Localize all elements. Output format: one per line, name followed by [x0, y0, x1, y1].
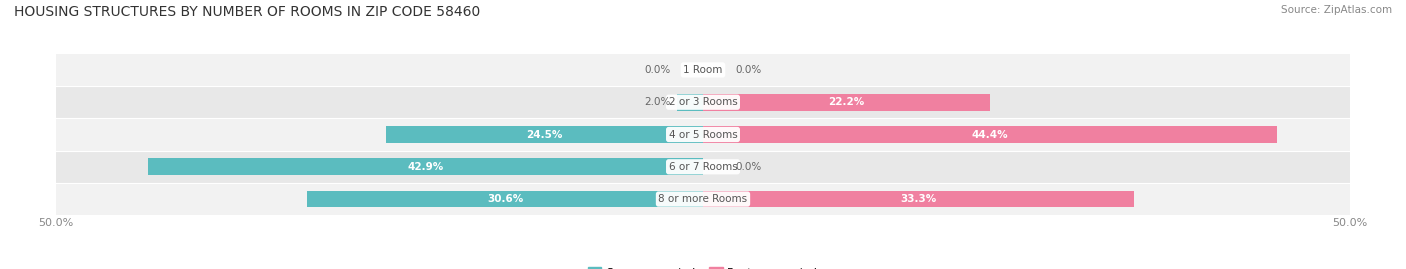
Bar — [56, 86, 1350, 118]
Bar — [307, 191, 703, 207]
Bar — [678, 94, 703, 111]
Text: 24.5%: 24.5% — [526, 129, 562, 140]
Bar — [148, 158, 703, 175]
Bar — [703, 191, 1133, 207]
Text: 22.2%: 22.2% — [828, 97, 865, 107]
Bar — [56, 151, 1350, 183]
Text: 30.6%: 30.6% — [486, 194, 523, 204]
Text: 0.0%: 0.0% — [735, 162, 762, 172]
Bar — [56, 54, 1350, 86]
Text: 2 or 3 Rooms: 2 or 3 Rooms — [669, 97, 737, 107]
Text: 8 or more Rooms: 8 or more Rooms — [658, 194, 748, 204]
Bar — [703, 126, 1277, 143]
Bar — [56, 118, 1350, 151]
Text: 2.0%: 2.0% — [644, 97, 671, 107]
Text: 33.3%: 33.3% — [900, 194, 936, 204]
Text: 6 or 7 Rooms: 6 or 7 Rooms — [669, 162, 737, 172]
Legend: Owner-occupied, Renter-occupied: Owner-occupied, Renter-occupied — [583, 263, 823, 269]
Text: 1 Room: 1 Room — [683, 65, 723, 75]
Text: 0.0%: 0.0% — [644, 65, 671, 75]
Bar — [703, 94, 990, 111]
Text: 42.9%: 42.9% — [408, 162, 444, 172]
Text: 0.0%: 0.0% — [735, 65, 762, 75]
Bar — [56, 183, 1350, 215]
Text: 4 or 5 Rooms: 4 or 5 Rooms — [669, 129, 737, 140]
Bar — [387, 126, 703, 143]
Text: HOUSING STRUCTURES BY NUMBER OF ROOMS IN ZIP CODE 58460: HOUSING STRUCTURES BY NUMBER OF ROOMS IN… — [14, 5, 481, 19]
Text: Source: ZipAtlas.com: Source: ZipAtlas.com — [1281, 5, 1392, 15]
Text: 44.4%: 44.4% — [972, 129, 1008, 140]
